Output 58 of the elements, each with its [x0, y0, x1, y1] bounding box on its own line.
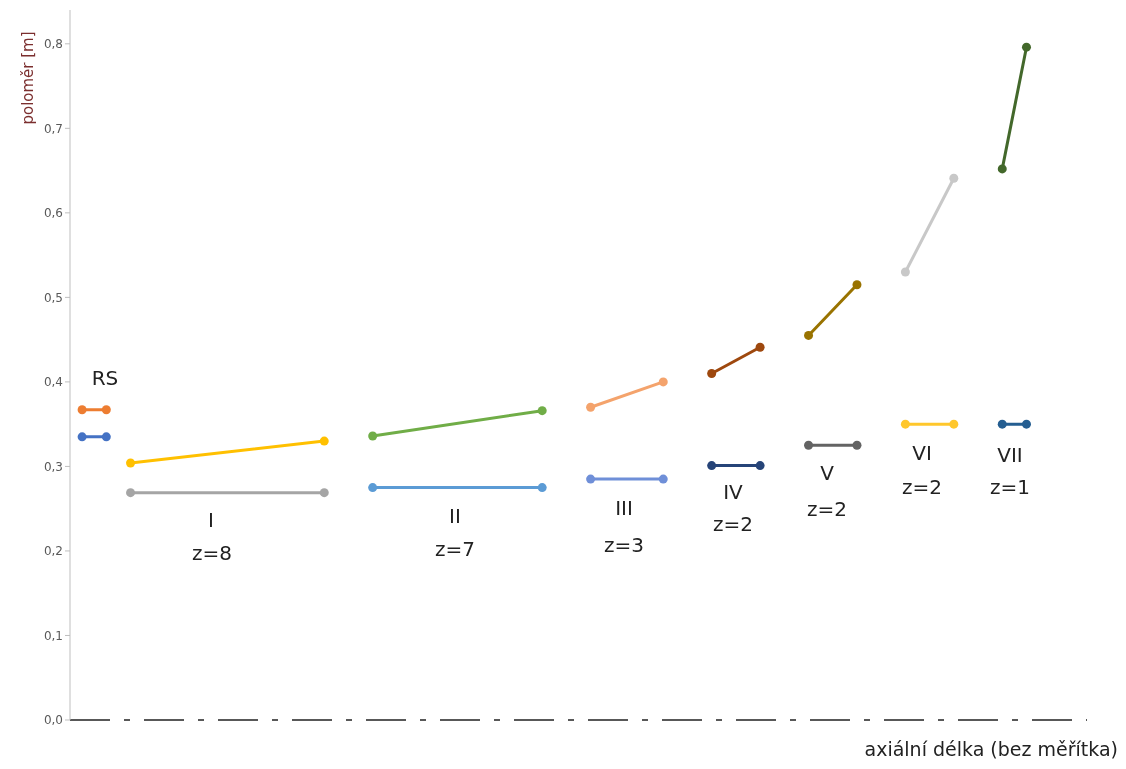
- annotation: z=2: [807, 497, 847, 521]
- y-tick-label: 0,2: [43, 544, 63, 559]
- annotation: z=2: [902, 475, 942, 499]
- point: [997, 419, 1007, 429]
- point: [804, 330, 814, 340]
- point: [101, 432, 111, 442]
- point: [658, 377, 668, 387]
- y-tick-label: 0,4: [43, 375, 63, 390]
- annotation: IV: [723, 480, 743, 504]
- y-tick-label: 0,5: [43, 290, 63, 305]
- y-tick-label: 0,3: [43, 459, 63, 474]
- annotation: II: [449, 504, 461, 528]
- annotation: z=2: [713, 512, 753, 536]
- point: [126, 458, 136, 468]
- y-tick-label: 0,8: [43, 37, 63, 52]
- point: [755, 342, 765, 352]
- annotation: z=8: [192, 541, 232, 565]
- point: [755, 461, 765, 471]
- point: [804, 440, 814, 450]
- point: [900, 419, 910, 429]
- point: [997, 164, 1007, 174]
- annotation: V: [820, 461, 834, 485]
- point: [537, 406, 547, 416]
- y-tick-label: 0,6: [43, 206, 63, 221]
- annotation: I: [208, 508, 214, 532]
- point: [949, 173, 959, 183]
- annotation: z=1: [990, 475, 1030, 499]
- point: [77, 432, 87, 442]
- annotation: III: [615, 496, 633, 520]
- point: [1021, 419, 1031, 429]
- point: [319, 436, 329, 446]
- point: [126, 488, 136, 498]
- point: [368, 483, 378, 493]
- annotation: RS: [91, 366, 119, 390]
- annotation: z=7: [435, 537, 475, 561]
- annotation: VI: [912, 441, 932, 465]
- point: [1021, 42, 1031, 52]
- point: [900, 267, 910, 277]
- point: [586, 474, 596, 484]
- point: [368, 431, 378, 441]
- x-axis-title: axiální délka (bez měřítka): [864, 738, 1118, 760]
- annotation: VII: [997, 443, 1023, 467]
- point: [707, 368, 717, 378]
- annotation: z=3: [604, 533, 644, 557]
- y-tick-label: 0,7: [43, 121, 63, 136]
- point: [852, 280, 862, 290]
- point: [101, 405, 111, 415]
- point: [949, 419, 959, 429]
- y-axis-title: poloměr [m]: [19, 31, 37, 125]
- point: [852, 440, 862, 450]
- y-tick-label: 0,0: [43, 713, 63, 728]
- point: [658, 474, 668, 484]
- point: [707, 461, 717, 471]
- point: [77, 405, 87, 415]
- y-tick-label: 0,1: [43, 628, 63, 643]
- point: [537, 483, 547, 493]
- point: [586, 402, 596, 412]
- point: [319, 488, 329, 498]
